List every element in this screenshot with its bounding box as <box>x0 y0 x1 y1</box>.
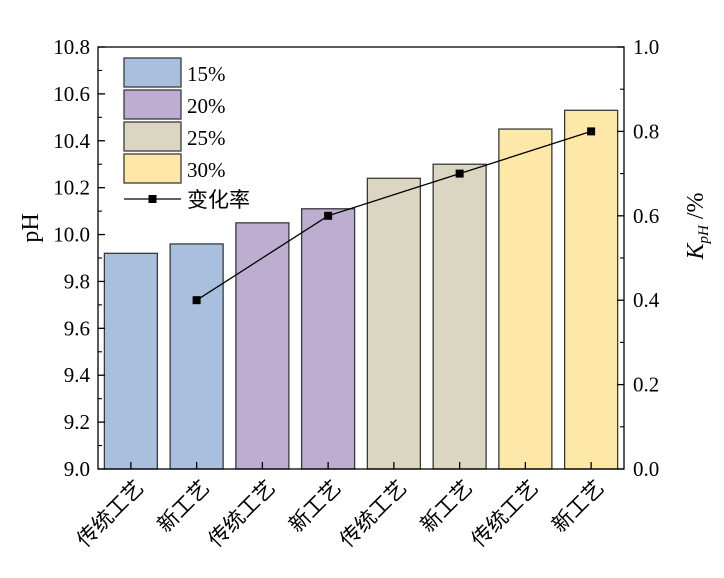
x-tick-label: 新工艺 <box>284 476 346 538</box>
bar <box>498 128 553 470</box>
bar <box>563 109 619 470</box>
legend-label: 30% <box>187 158 226 182</box>
change-rate-line <box>196 130 592 301</box>
left-tick-label: 10.8 <box>53 35 90 59</box>
change-rate-marker <box>192 296 201 305</box>
legend-marker-sample <box>148 195 157 203</box>
legend-label: 25% <box>187 126 226 150</box>
left-tick-label: 9.0 <box>64 457 90 481</box>
right-tick-label: 0.6 <box>633 204 659 228</box>
left-tick-label: 10.6 <box>53 82 90 106</box>
y-right-axis-title: KpH /% <box>683 192 712 260</box>
right-tick-label: 1.0 <box>633 35 659 59</box>
legend-swatch <box>123 153 182 184</box>
bar <box>432 163 487 470</box>
x-tick-label: 新工艺 <box>547 476 609 538</box>
y-left-axis-title: pH <box>18 213 44 242</box>
right-y-axis: 0.0 0.2 0.4 0.6 0.8 1.0 <box>617 35 660 481</box>
bar <box>103 252 159 470</box>
change-rate-line-layer <box>192 127 596 305</box>
bar <box>169 243 224 470</box>
legend-swatch <box>123 57 182 88</box>
change-rate-marker <box>324 211 333 220</box>
left-tick-label: 9.2 <box>64 410 90 434</box>
y-right-title-main: K <box>683 242 709 261</box>
y-right-title-sub: pH <box>696 224 712 245</box>
left-tick-label: 9.6 <box>64 316 90 340</box>
left-tick-label: 10.2 <box>53 176 90 200</box>
right-tick-label: 0.2 <box>633 373 659 397</box>
left-tick-label: 9.4 <box>64 363 91 387</box>
x-tick-label: 新工艺 <box>153 476 215 538</box>
bar <box>300 208 356 470</box>
left-y-axis: 9.0 9.2 9.4 9.6 9.8 10.0 10.2 10.4 10.6 10.8 <box>53 35 105 481</box>
legend-label: 15% <box>187 62 226 86</box>
left-tick-label: 10.4 <box>53 129 90 153</box>
left-tick-label: 10.0 <box>53 223 90 247</box>
x-tick-label: 传统工艺 <box>72 476 148 552</box>
legend-label: 20% <box>187 94 226 118</box>
bar <box>235 222 290 470</box>
y-right-title-suffix: /% <box>683 192 709 225</box>
x-tick-label: 传统工艺 <box>335 476 411 552</box>
change-rate-marker <box>455 169 464 178</box>
right-tick-label: 0.4 <box>633 288 660 312</box>
x-tick-label: 新工艺 <box>416 476 478 538</box>
legend-label: 变化率 <box>187 188 250 212</box>
legend-swatch <box>123 89 182 120</box>
right-tick-label: 0.0 <box>633 457 659 481</box>
bars-layer <box>103 109 619 470</box>
left-tick-label: 9.8 <box>64 269 90 293</box>
bar <box>366 177 422 470</box>
legend: 15% 20% 25% 30% 变化率 <box>123 57 250 212</box>
x-tick-label: 传统工艺 <box>204 476 280 552</box>
change-rate-marker <box>587 127 596 136</box>
legend-swatch <box>123 121 182 152</box>
right-tick-label: 0.8 <box>633 119 659 143</box>
x-tick-label: 传统工艺 <box>467 476 543 552</box>
